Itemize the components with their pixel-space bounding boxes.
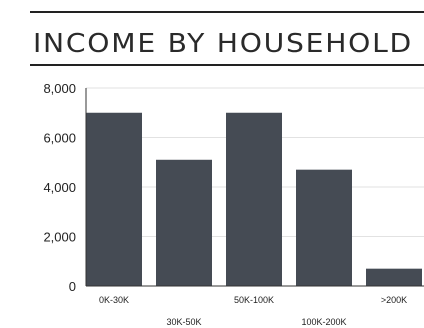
y-tick-labels: 0 2,000 4,000 6,000 8,000 [43,81,76,294]
bar-100k-200k [296,169,352,286]
chart-title: INCOME BY HOUSEHOLD [33,29,413,59]
x-category-label: >200K [381,295,407,305]
bar-200k [366,268,422,286]
x-category-label: 50K-100K [234,295,274,305]
bar-0k-30k [86,112,142,286]
bar-50k-100k [226,112,282,286]
x-category-label: 0K-30K [99,295,129,305]
y-tick-label: 0 [69,279,76,294]
x-category-label: 30K-50K [166,317,201,327]
y-tick-label: 8,000 [43,81,76,96]
bars [86,112,422,286]
x-category-label: 100K-200K [301,317,346,327]
y-tick-label: 4,000 [43,180,76,195]
bar-30k-50k [156,159,212,286]
y-tick-label: 6,000 [43,131,76,146]
x-category-labels: 0K-30K 30K-50K 50K-100K 100K-200K >200K [99,295,407,327]
y-tick-label: 2,000 [43,230,76,245]
